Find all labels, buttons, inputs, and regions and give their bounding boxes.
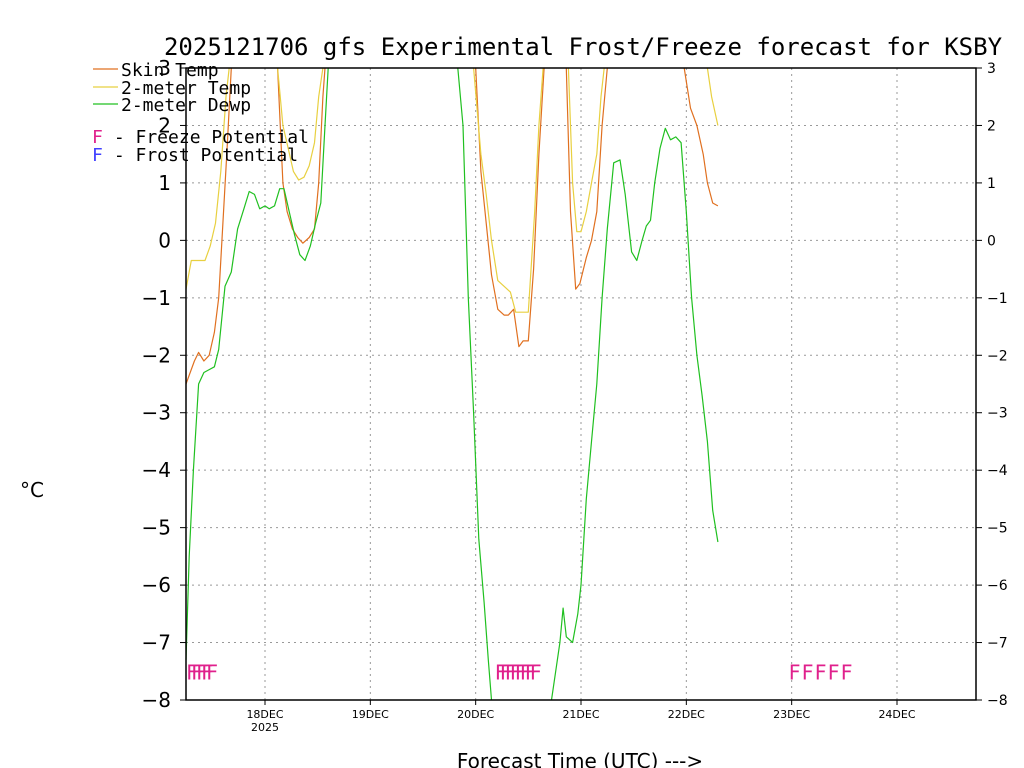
legend-freeze-label: - Freeze Potential [103, 127, 309, 148]
series-layer [185, 67, 719, 701]
legend: Skin Temp 2-meter Temp 2-meter Dewp F - … [92, 60, 309, 166]
y-tick-label-left: −1 [142, 286, 171, 310]
freeze-marker: F [191, 660, 203, 684]
legend-freeze-symbol: F [92, 127, 103, 148]
series-line-skin-temp [475, 67, 545, 348]
plot-frame [185, 67, 977, 701]
y-tick-label-left: −4 [142, 458, 171, 482]
series-line-skin-temp [185, 67, 232, 385]
freeze-marker: F [802, 660, 814, 684]
legend-frost-label: - Frost Potential [103, 145, 298, 166]
legend-label-skin-temp: Skin Temp [121, 60, 219, 81]
x-tick-label: 21DEC [562, 708, 599, 721]
y-tick-label-left: −7 [142, 631, 171, 655]
freeze-marker: F [510, 660, 522, 684]
y-tick-label-right: −3 [987, 406, 1008, 422]
series-line-skin-temp [565, 67, 608, 290]
x-tick-label: 19DEC [352, 708, 389, 721]
y-axis-left: 3 2 1 0 −1 −2 −3 −4 −5 −6 −7 −8 [142, 56, 186, 712]
series-2-meter-temp [185, 67, 719, 313]
y-tick-label-left: −8 [142, 688, 171, 712]
y-tick-label-right: −7 [987, 636, 1008, 652]
y-tick-label-right: −6 [987, 578, 1008, 594]
y-tick-label-right: −8 [987, 693, 1008, 709]
y-axis-right: 3 2 1 0 −1 −2 −3 −4 −5 −6 −7 −8 [976, 61, 1008, 709]
freeze-marker: F [495, 660, 507, 684]
series-line-2-meter-dewp [185, 67, 329, 660]
y-tick-label-right: 2 [987, 118, 996, 134]
x-tick-sublabel: 2025 [251, 721, 279, 734]
freeze-marker: F [815, 660, 827, 684]
freeze-marker: F [525, 660, 537, 684]
y-tick-label-left: 3 [158, 56, 171, 80]
x-tick-label: 22DEC [668, 708, 705, 721]
series-line-2-meter-temp [706, 67, 719, 126]
y-tick-label-left: 1 [158, 171, 171, 195]
x-axis-label: Forecast Time (UTC) ---> [457, 749, 703, 768]
y-tick-label-right: 1 [987, 176, 996, 192]
freeze-marker: F [500, 660, 512, 684]
freeze-marker: F [841, 660, 853, 684]
y-tick-label-right: −2 [987, 348, 1008, 364]
y-tick-label-left: −3 [142, 401, 171, 425]
freeze-marker: F [515, 660, 527, 684]
grid-lines [186, 68, 976, 700]
series-line-2-meter-dewp [550, 127, 719, 701]
y-tick-label-right: −4 [987, 463, 1008, 479]
series-line-2-meter-dewp [457, 67, 493, 701]
freeze-marker: F [505, 660, 517, 684]
freeze-marker: F [530, 660, 542, 684]
freeze-marker: F [828, 660, 840, 684]
freeze-marker: F [520, 660, 532, 684]
freeze-marker: F [206, 660, 218, 684]
x-tick-label: 20DEC [457, 708, 494, 721]
freeze-marker: F [196, 660, 208, 684]
series-line-2-meter-temp [277, 67, 324, 181]
y-tick-label-right: 0 [987, 233, 996, 249]
y-tick-label-left: −6 [142, 573, 171, 597]
x-tick-label: 24DEC [878, 708, 915, 721]
chart-title: 2025121706 gfs Experimental Frost/Freeze… [164, 33, 1003, 61]
freeze-marker: F [186, 660, 198, 684]
series-line-skin-temp [277, 67, 326, 244]
y-tick-label-right: −5 [987, 521, 1008, 537]
series-line-skin-temp [683, 67, 719, 207]
series-line-2-meter-temp [185, 67, 230, 290]
freeze-marker: F [789, 660, 801, 684]
series-skin-temp [185, 67, 719, 385]
legend-frost-symbol: F [92, 145, 103, 166]
series-2-meter-dewp [185, 67, 719, 701]
x-tick-label: 18DEC [246, 708, 283, 721]
legend-label-2m-dewp: 2-meter Dewp [121, 95, 251, 116]
series-line-2-meter-temp [473, 67, 544, 313]
y-tick-label-right: 3 [987, 61, 996, 77]
y-axis-label: °C [20, 478, 44, 502]
freeze-marker: F [201, 660, 213, 684]
y-tick-label-left: −5 [142, 516, 171, 540]
x-tick-label: 23DEC [773, 708, 810, 721]
y-tick-label-left: 2 [158, 113, 171, 137]
legend-label-2m-temp: 2-meter Temp [121, 78, 251, 99]
series-line-2-meter-temp [567, 67, 605, 233]
y-tick-label-right: −1 [987, 291, 1008, 307]
y-tick-label-left: −2 [142, 343, 171, 367]
y-tick-label-left: 0 [158, 228, 171, 252]
